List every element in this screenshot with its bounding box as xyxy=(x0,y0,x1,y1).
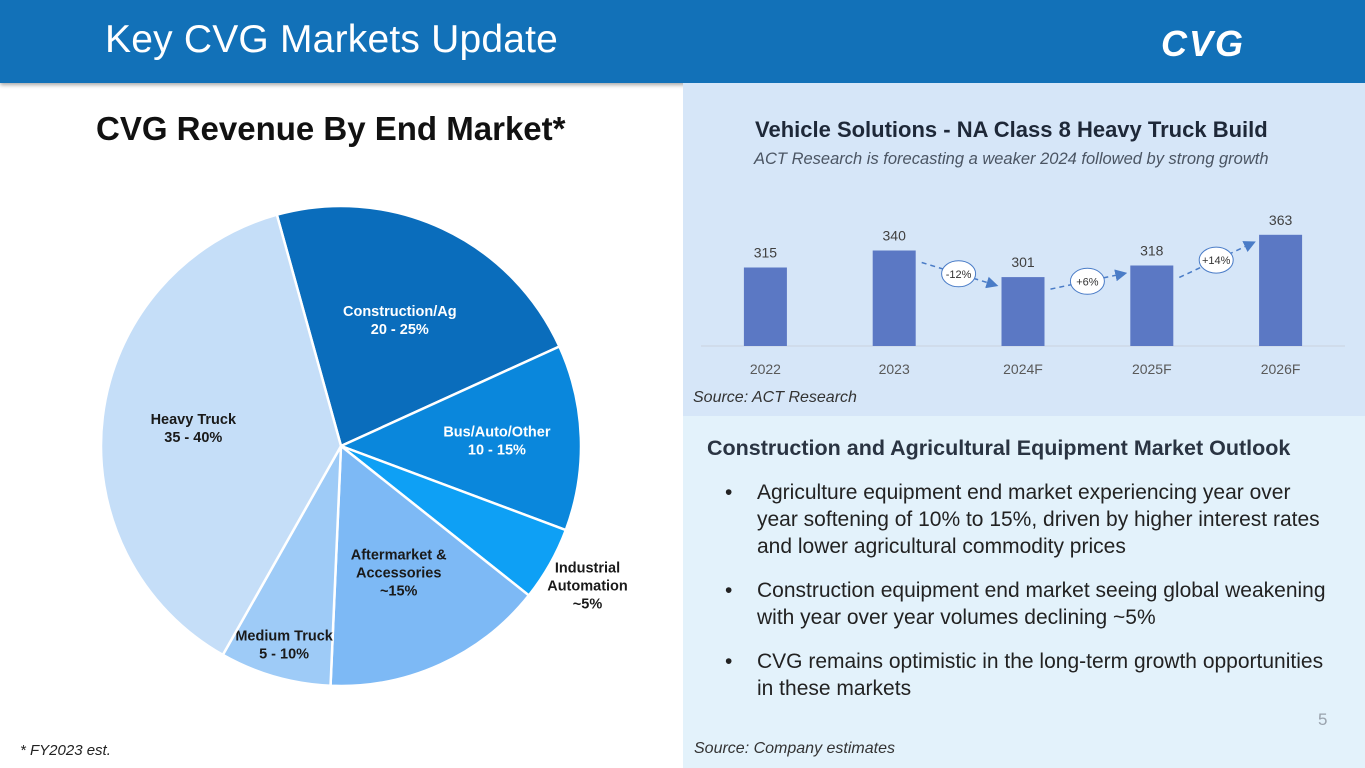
bar-2025F xyxy=(1130,265,1174,346)
page-number: 5 xyxy=(1318,710,1328,729)
pie-slice-bus-auto-other xyxy=(337,344,583,532)
truck-build-source: Source: ACT Research xyxy=(693,389,857,406)
outlook-bullet-text: CVG remains optimistic in the long-term … xyxy=(757,650,1324,700)
pie-slice-heavy-truck xyxy=(99,213,343,657)
pie-slice-aftermarket-accessories xyxy=(329,443,531,688)
change-label: -12% xyxy=(946,269,972,281)
outlook-bullet-text: Agriculture equipment end market experie… xyxy=(757,481,1320,558)
header-bar: Key CVG Markets Update CVG xyxy=(0,0,1365,83)
bar-value-label: 301 xyxy=(1011,254,1035,270)
bar-value-label: 318 xyxy=(1140,243,1164,259)
outlook-source: Source: Company estimates xyxy=(694,740,895,757)
x-tick-label: 2023 xyxy=(879,361,910,377)
outlook-bullet: • Agriculture equipment end market experi… xyxy=(725,479,1335,560)
outlook-title: Construction and Agricultural Equipment … xyxy=(707,436,1291,460)
bar-value-label: 363 xyxy=(1269,212,1293,228)
change-label: +14% xyxy=(1202,255,1231,267)
cvg-logo-text: CVG xyxy=(1161,26,1245,60)
pie-slice-construction-ag xyxy=(275,204,562,448)
pie-label-heavy-truck: Heavy Truck 35 - 40% xyxy=(151,412,237,446)
pie-label-medium-truck: Medium Truck 5 - 10% xyxy=(235,628,333,662)
outlook-bullet: • CVG remains optimistic in the long-term… xyxy=(725,648,1335,702)
change-badge xyxy=(1069,267,1105,295)
bullet-symbol: • xyxy=(725,650,733,673)
x-tick-label: 2025F xyxy=(1132,361,1172,377)
pie-label-construction-ag: Construction/Ag 20 - 25% xyxy=(343,304,457,338)
pie-label-bus-auto-other: Bus/Auto/Other 10 - 15% xyxy=(443,425,550,459)
bar-2022 xyxy=(743,267,787,346)
bullet-symbol: • xyxy=(725,481,733,504)
truck-build-subtitle: ACT Research is forecasting a weaker 202… xyxy=(754,150,1269,168)
truck-build-bar-chart: 315 2022 340 2023 301 2024F 318 2025F 363 2026F -1… xyxy=(701,212,1345,377)
bar-2026F xyxy=(1259,234,1303,346)
cvg-logo: CVG xyxy=(1161,26,1245,60)
pie-chart-title: CVG Revenue By End Market* xyxy=(96,110,566,147)
bar-2023 xyxy=(872,250,916,346)
footnote: * FY2023 est. xyxy=(20,742,111,759)
page-title: Key CVG Markets Update xyxy=(105,18,559,61)
x-tick-label: 2022 xyxy=(750,361,781,377)
pie-label-aftermarket-accessories: Aftermarket & Accessories ~15% xyxy=(351,548,447,600)
revenue-pie-chart: Construction/Ag 20 - 25% Bus/Auto/Other 10 … xyxy=(99,204,628,688)
pie-label-industrial-automation: Industrial Automation ~5% xyxy=(547,561,628,613)
change-label: +6% xyxy=(1076,276,1099,288)
x-tick-label: 2026F xyxy=(1261,361,1301,377)
change-badge xyxy=(1198,246,1234,274)
pie-slice-medium-truck xyxy=(221,445,343,688)
bar-2024F xyxy=(1001,277,1045,346)
bullet-symbol: • xyxy=(725,579,733,602)
bar-value-label: 315 xyxy=(754,245,778,261)
change-badge xyxy=(941,260,977,288)
bar-value-label: 340 xyxy=(883,228,907,244)
truck-build-title: Vehicle Solutions - NA Class 8 Heavy Tru… xyxy=(755,117,1268,142)
outlook-bullet-list: • Agriculture equipment end market experi… xyxy=(725,479,1335,719)
outlook-bullet: • Construction equipment end market seein… xyxy=(725,577,1335,631)
outlook-panel xyxy=(683,416,1365,768)
outlook-bullet-text: Construction equipment end market seeing… xyxy=(757,579,1326,629)
x-tick-label: 2024F xyxy=(1003,361,1043,377)
